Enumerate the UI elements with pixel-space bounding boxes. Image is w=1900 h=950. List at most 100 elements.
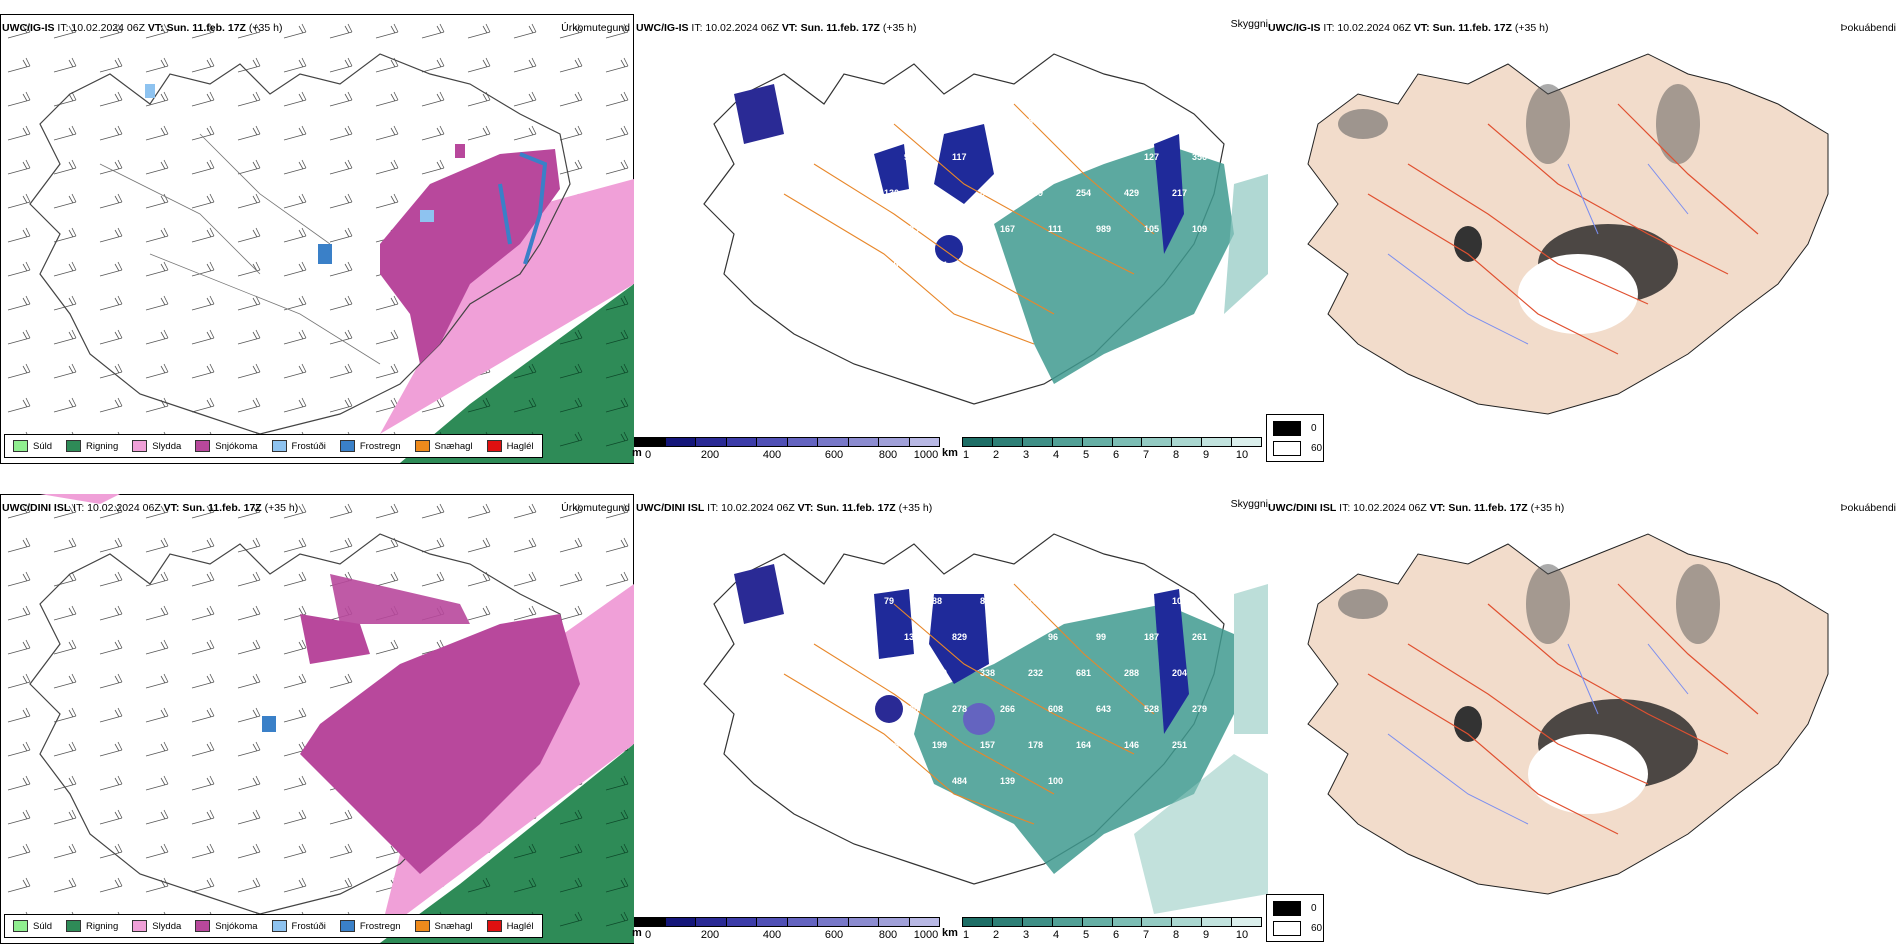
visibility-value-label: 78 [1028, 596, 1038, 606]
visibility-value-label: 278 [952, 704, 967, 714]
legend-item: Haglél [486, 440, 534, 452]
visibility-value-label: 231 [884, 668, 899, 678]
visibility-value-label: 254 [1076, 188, 1091, 198]
visibility-value-label: 87 [980, 188, 990, 198]
visibility-value-label: 338 [980, 668, 995, 678]
panel-title: Skyggni [1230, 18, 1268, 30]
visibility-map-row1: 80 02 78 66 69 34 84 90 117 967 207 149 127 356 130 98 8… [703, 53, 1268, 405]
road-network [783, 103, 1155, 345]
legend-item: Frostregn [339, 920, 401, 932]
colorbar-altitude: 0 200 400 600 800 1000 [634, 917, 940, 947]
visibility-value-label: 149 [1096, 152, 1111, 162]
fog-map-row2 [1307, 533, 1829, 895]
panel-header: UWC/IG-IS IT: 10.02.2024 06Z VT: Sun. 11… [2, 22, 283, 34]
visibility-map-row2: 79 88 81 78 66 80 109 133 829 136 96 99 187 261 231 180… [703, 533, 1268, 914]
visibility-value-label: 199 [932, 740, 947, 750]
visibility-value-label: 187 [1144, 632, 1159, 642]
legend-item: Rigning [66, 440, 118, 452]
precip-legend: Súld Rigning Slydda Snjókoma Frostúði Fr… [4, 914, 543, 938]
panel-header: UWC/IG-IS IT: 10.02.2024 06Z VT: Sun. 11… [1268, 22, 1549, 34]
visibility-value-label: 204 [1172, 668, 1187, 678]
visibility-value-label: 643 [1096, 704, 1111, 714]
legend-item: Snjókoma [195, 440, 258, 452]
visibility-panel-row1: 80 02 78 66 69 34 84 90 117 967 207 149 127 356 130 98 8… [632, 14, 1268, 464]
colorbar-unit-km: km [942, 927, 958, 939]
visibility-value-label: 109 [1172, 596, 1187, 606]
legend-item: Súld [13, 440, 52, 452]
legend-item: Snæhagl [414, 920, 473, 932]
legend-swatch [195, 920, 211, 932]
colorbar-unit-m: m [632, 447, 642, 459]
legend-item: Frostregn [339, 440, 401, 452]
visibility-value-label: 130 [884, 188, 899, 198]
visibility-value-label: 167 [1000, 224, 1015, 234]
visibility-value-label: 81 [980, 596, 990, 606]
visibility-value-label: 90 [904, 152, 914, 162]
legend-item: Frostúði [271, 440, 326, 452]
legend-swatch [486, 440, 502, 452]
legend-swatch [339, 440, 355, 452]
legend-item: Slydda [132, 920, 181, 932]
legend-swatch [271, 440, 287, 452]
visibility-value-label: 136 [1000, 632, 1015, 642]
visibility-value-label: 206 [884, 740, 899, 750]
visibility-value-label: 608 [1048, 704, 1063, 714]
visibility-value-label: 80 [1124, 596, 1134, 606]
legend-swatch [339, 920, 355, 932]
snow-area [380, 149, 560, 364]
visibility-value-label: 98 [932, 188, 942, 198]
legend-swatch [13, 920, 28, 932]
visibility-value-label: 967 [1000, 152, 1015, 162]
precip-panel-row2: UWC/DINI ISL IT: 10.02.2024 06Z VT: Sun.… [0, 494, 634, 944]
visibility-value-label: 232 [1028, 668, 1043, 678]
colorbar-visibility: 1 2 3 4 5 6 7 8 9 10 [962, 917, 1262, 947]
panel-header: UWC/DINI ISL IT: 10.02.2024 06Z VT: Sun.… [636, 502, 933, 514]
visibility-value-label: 169 [952, 224, 967, 234]
fog-panel-row1: UWC/IG-IS IT: 10.02.2024 06Z VT: Sun. 11… [1266, 14, 1900, 464]
fog-cover-legend: 0 60 [1266, 894, 1324, 942]
visibility-value-label: 217 [1172, 188, 1187, 198]
visibility-value-label: 02 [932, 116, 942, 126]
legend-swatch [414, 440, 430, 452]
visibility-value-label: 105 [1144, 224, 1159, 234]
visibility-value-label: 989 [1096, 224, 1111, 234]
visibility-value-label: 119 [884, 260, 899, 270]
fog-map-row1 [1307, 53, 1829, 415]
visibility-panel-row2: 79 88 81 78 66 80 109 133 829 136 96 99 187 261 231 180… [632, 494, 1268, 947]
precip-map-row1 [0, 14, 634, 464]
visibility-value-label: 659 [1028, 188, 1043, 198]
legend-item: Rigning [66, 920, 118, 932]
panel-header: UWC/IG-IS IT: 10.02.2024 06Z VT: Sun. 11… [636, 22, 917, 34]
visibility-value-label: 69 [1076, 116, 1086, 126]
legend-swatch [66, 440, 82, 452]
visibility-value-label: 66 [1028, 116, 1038, 126]
visibility-value-label: 34 [1124, 116, 1134, 126]
legend-item: Súld [13, 920, 52, 932]
visibility-value-label: 133 [904, 632, 919, 642]
visibility-value-label: 528 [1144, 704, 1159, 714]
visibility-value-label: 288 [1124, 668, 1139, 678]
visibility-value-label: 180 [932, 668, 947, 678]
legend-swatch [195, 440, 211, 452]
visibility-value-label: 139 [1000, 776, 1015, 786]
visibility-value-label: 178 [1028, 740, 1043, 750]
legend-swatch [66, 920, 82, 932]
visibility-value-label: 123 [904, 224, 919, 234]
visibility-value-label: 109 [1192, 224, 1207, 234]
legend-swatch [271, 920, 287, 932]
visibility-value-label: 300 [904, 704, 919, 714]
visibility-value-label: 356 [1192, 152, 1207, 162]
visibility-value-label: 84 [1172, 116, 1182, 126]
panel-title: Þokuábendi [1840, 22, 1896, 34]
visibility-value-label: 261 [1192, 632, 1207, 642]
visibility-value-label: 88 [932, 596, 942, 606]
road-network [1367, 103, 1759, 355]
colorbar-unit-km: km [942, 447, 958, 459]
panel-header: UWC/DINI ISL IT: 10.02.2024 06Z VT: Sun.… [1268, 502, 1565, 514]
legend-item: Snæhagl [414, 440, 473, 452]
visibility-value-label: 146 [1124, 740, 1139, 750]
visibility-value-label: 157 [980, 740, 995, 750]
legend-swatch [486, 920, 502, 932]
legend-item: Slydda [132, 440, 181, 452]
visibility-value-label: 207 [1048, 152, 1063, 162]
